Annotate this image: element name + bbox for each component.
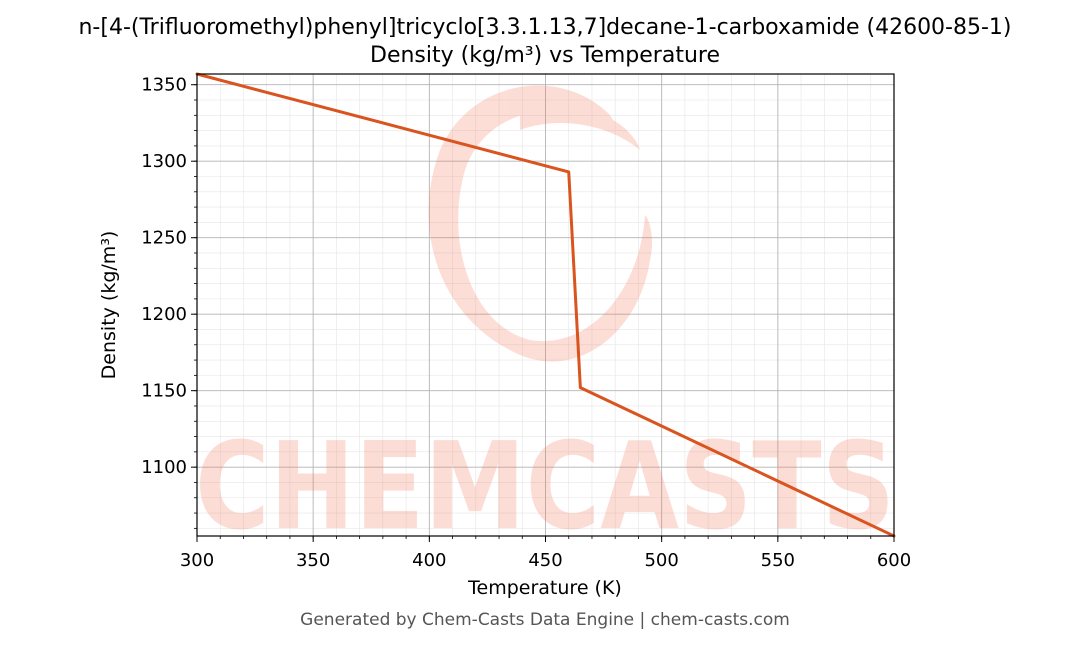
y-tick-label: 1350 [141,75,187,96]
x-tick-label: 550 [761,550,795,571]
x-tick-label: 450 [528,550,562,571]
y-tick-label: 1300 [141,151,187,172]
x-axis: 300 350 400 450 500 550 600 [180,536,911,571]
y-axis-label: Density (kg/m³) [98,231,120,380]
density-series-line [195,72,896,538]
y-axis: 1100 1150 1200 1250 1300 1350 [141,75,197,529]
x-tick-label: 300 [180,550,214,571]
x-tick-label: 500 [644,550,678,571]
footer-credit: Generated by Chem-Casts Data Engine | ch… [300,610,790,630]
x-tick-label: 400 [412,550,446,571]
y-tick-label: 1100 [141,457,187,478]
chart-title: n-[4-(Trifluoromethyl)phenyl]tricyclo[3.… [78,15,1011,40]
watermark-text: CHEMCASTS [195,418,895,557]
watermark: CHEMCASTS [195,85,895,557]
x-axis-label: Temperature (K) [467,577,622,599]
x-tick-label: 600 [877,550,911,571]
x-tick-label: 350 [296,550,330,571]
y-tick-label: 1250 [141,228,187,249]
watermark-swirl-inner [520,105,640,150]
chart-subtitle: Density (kg/m³) vs Temperature [370,43,720,68]
y-tick-label: 1150 [141,381,187,402]
series-group [195,72,896,538]
y-tick-label: 1200 [141,304,187,325]
